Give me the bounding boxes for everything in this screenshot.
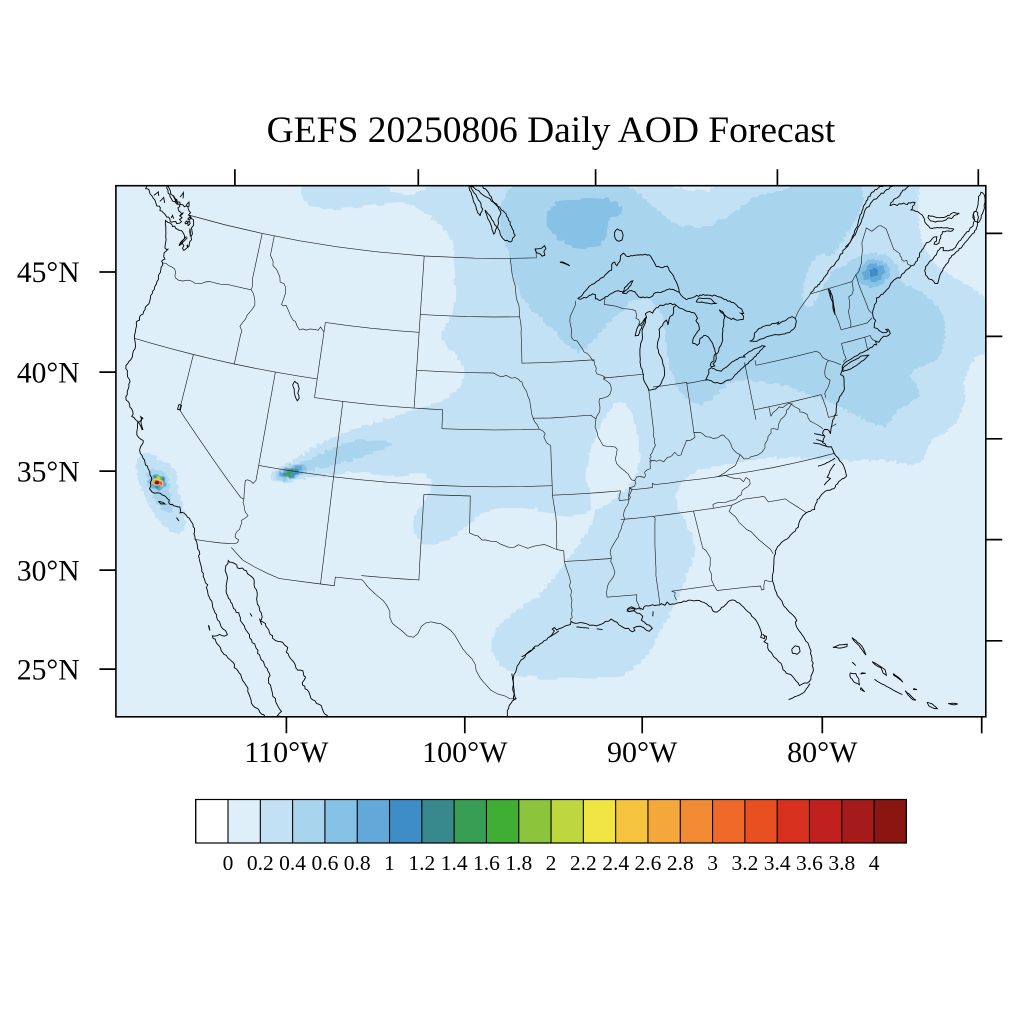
svg-text:3.8: 3.8 [828, 851, 855, 875]
svg-text:80°W: 80°W [787, 736, 858, 769]
svg-text:40°N: 40°N [17, 357, 80, 389]
svg-text:1.6: 1.6 [473, 851, 500, 875]
svg-text:1.4: 1.4 [441, 851, 468, 875]
svg-text:1.2: 1.2 [408, 851, 435, 875]
svg-text:3.6: 3.6 [796, 851, 823, 875]
svg-text:1: 1 [384, 851, 395, 875]
svg-text:2.8: 2.8 [667, 851, 694, 875]
svg-text:45°N: 45°N [17, 257, 80, 289]
svg-text:0.6: 0.6 [311, 851, 338, 875]
svg-text:0.8: 0.8 [344, 851, 371, 875]
svg-text:25°N: 25°N [17, 654, 80, 686]
svg-text:3: 3 [707, 851, 718, 875]
svg-text:100°W: 100°W [422, 736, 508, 769]
svg-text:3.2: 3.2 [731, 851, 758, 875]
svg-text:0.2: 0.2 [247, 851, 274, 875]
svg-text:2.2: 2.2 [570, 851, 597, 875]
svg-text:30°N: 30°N [17, 555, 80, 587]
svg-text:GEFS 20250806 Daily AOD Foreca: GEFS 20250806 Daily AOD Forecast [267, 110, 836, 151]
svg-text:2.4: 2.4 [602, 851, 629, 875]
svg-text:90°W: 90°W [607, 736, 678, 769]
svg-text:2: 2 [546, 851, 557, 875]
svg-text:35°N: 35°N [17, 456, 80, 488]
svg-text:0: 0 [223, 851, 234, 875]
svg-text:4: 4 [869, 851, 880, 875]
svg-text:2.6: 2.6 [635, 851, 662, 875]
svg-text:1.8: 1.8 [505, 851, 532, 875]
svg-text:110°W: 110°W [244, 736, 329, 769]
svg-text:3.4: 3.4 [764, 851, 791, 875]
svg-text:0.4: 0.4 [279, 851, 306, 875]
